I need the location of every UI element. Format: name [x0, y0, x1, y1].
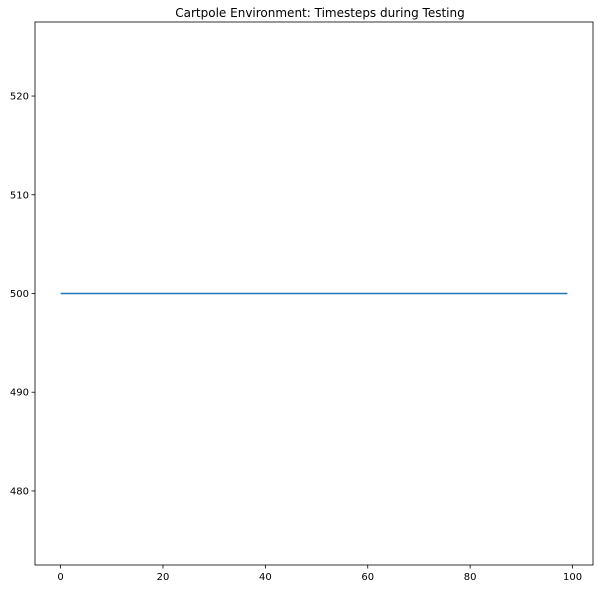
x-tick-label: 60 [361, 572, 374, 583]
x-tick-label: 20 [157, 572, 170, 583]
y-tick-label: 490 [10, 388, 29, 399]
y-axis: 480 490 500 510 520 [10, 92, 35, 497]
x-tick-label: 0 [57, 572, 63, 583]
chart-title: Cartpole Environment: Timesteps during T… [175, 6, 464, 20]
x-tick-label: 80 [464, 572, 477, 583]
y-tick-label: 520 [10, 92, 29, 103]
x-tick-label: 40 [259, 572, 272, 583]
x-axis: 0 20 40 60 80 100 [57, 565, 582, 583]
y-tick-label: 480 [10, 486, 29, 497]
y-tick-label: 500 [10, 289, 29, 300]
x-tick-label: 100 [563, 572, 582, 583]
y-tick-label: 510 [10, 190, 29, 201]
